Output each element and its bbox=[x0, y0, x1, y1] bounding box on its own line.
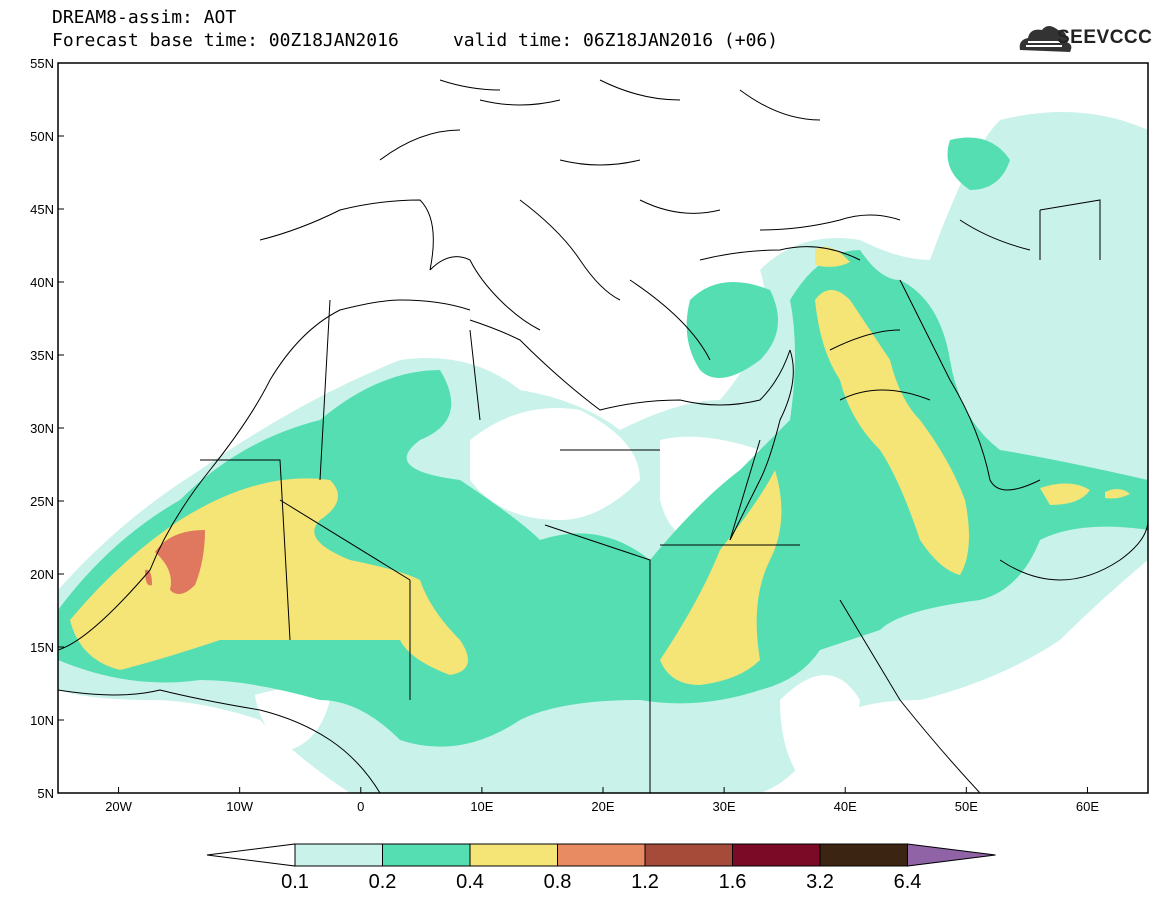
lon-label: 10E bbox=[470, 799, 493, 814]
colorbar-label: 6.4 bbox=[894, 871, 922, 893]
colorbar-label: 0.8 bbox=[544, 871, 572, 893]
colorbar-label: 0.4 bbox=[456, 871, 484, 893]
colorbar-box bbox=[469, 843, 558, 867]
lon-label: 40E bbox=[834, 799, 857, 814]
aot-field bbox=[58, 112, 1148, 793]
lon-label: 10W bbox=[226, 799, 253, 814]
colorbar-box bbox=[819, 843, 908, 867]
colorbar: 0.1 0.2 0.4 0.8 1.2 1.6 3.2 6.4 bbox=[206, 843, 996, 893]
lon-label: 50E bbox=[955, 799, 978, 814]
lat-label: 30N bbox=[30, 421, 54, 436]
logo-text: SEEVCCC bbox=[1057, 27, 1153, 48]
cloud-logo-icon bbox=[1019, 26, 1072, 52]
colorbar-box bbox=[382, 843, 471, 867]
lat-label: 50N bbox=[30, 129, 54, 144]
colorbar-min-arrow bbox=[206, 843, 296, 867]
lat-label: 20N bbox=[30, 567, 54, 582]
lat-label: 15N bbox=[30, 640, 54, 655]
lat-label: 10N bbox=[30, 713, 54, 728]
colorbar-label: 0.2 bbox=[369, 871, 397, 893]
lat-label: 5N bbox=[37, 786, 54, 801]
aot-layer-0.4 bbox=[70, 246, 1130, 685]
longitude-labels: 20W 10W 0 10E 20E 30E 40E 50E 60E bbox=[105, 787, 1099, 814]
lon-label: 60E bbox=[1076, 799, 1099, 814]
chart-header: DREAM8-assim: AOT Forecast base time: 00Z… bbox=[52, 6, 778, 52]
colorbar-label: 1.2 bbox=[631, 871, 659, 893]
time-line: Forecast base time: 00Z18JAN2016 valid t… bbox=[52, 29, 778, 52]
clear-regions bbox=[255, 408, 860, 790]
lat-label: 55N bbox=[30, 56, 54, 71]
lat-label: 40N bbox=[30, 275, 54, 290]
colorbar-box bbox=[294, 843, 383, 867]
colorbar-label: 1.6 bbox=[719, 871, 747, 893]
colorbar-box bbox=[557, 843, 646, 867]
model-title: DREAM8-assim: AOT bbox=[52, 7, 237, 28]
colorbar-box bbox=[732, 843, 821, 867]
colorbar-label: 3.2 bbox=[806, 871, 834, 893]
lon-label: 20E bbox=[591, 799, 614, 814]
base-time: Forecast base time: 00Z18JAN2016 bbox=[52, 30, 399, 51]
valid-time: valid time: 06Z18JAN2016 (+06) bbox=[452, 30, 779, 51]
lat-label: 45N bbox=[30, 202, 54, 217]
coastlines bbox=[58, 79, 1148, 793]
colorbar-box bbox=[644, 843, 733, 867]
colorbar-max-arrow bbox=[907, 843, 996, 867]
lon-label: 20W bbox=[105, 799, 132, 814]
lon-label: 0 bbox=[357, 799, 364, 814]
lon-label: 30E bbox=[713, 799, 736, 814]
lat-label: 35N bbox=[30, 348, 54, 363]
colorbar-label: 0.1 bbox=[281, 871, 309, 893]
lat-label: 25N bbox=[30, 494, 54, 509]
latitude-labels: 55N 50N 45N 40N 35N 30N 25N 20N 15N 10N 5N bbox=[30, 56, 64, 801]
